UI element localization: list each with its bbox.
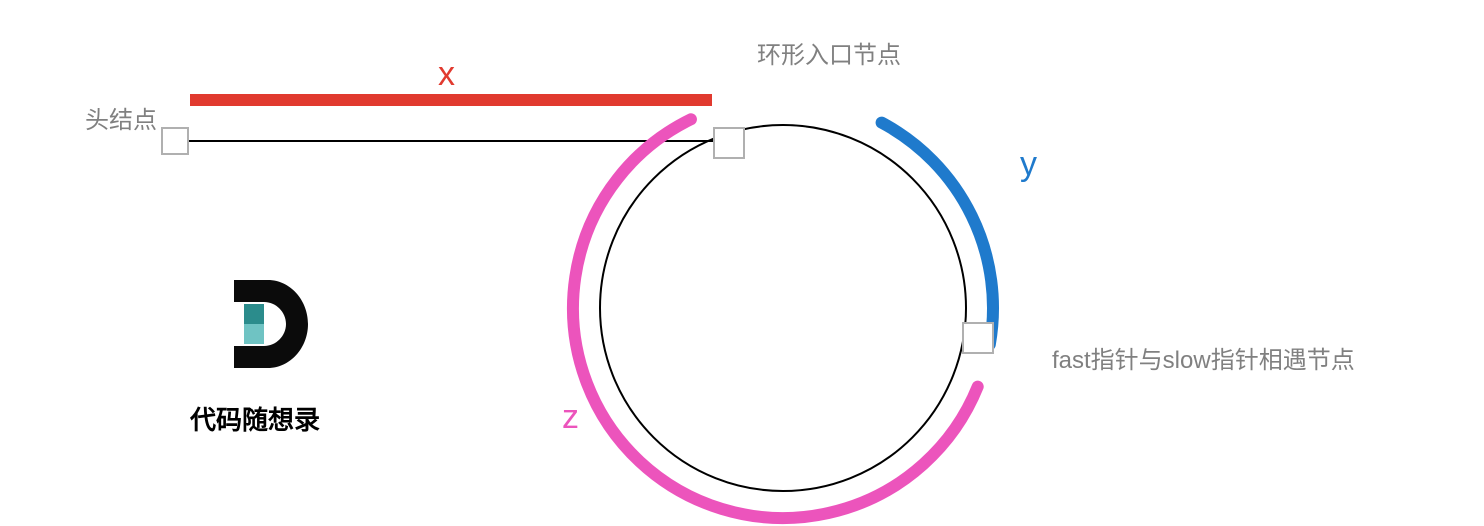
node-entry <box>714 128 744 158</box>
segment-y <box>882 123 993 345</box>
segment-z <box>573 119 978 518</box>
label-z-segment: z <box>562 398 579 437</box>
cycle-circle <box>600 125 966 491</box>
label-y-segment: y <box>1020 145 1037 184</box>
brand-text: 代码随想录 <box>190 400 320 437</box>
node-meet <box>963 323 993 353</box>
label-cycle-entry-node: 环形入口节点 <box>757 35 901 70</box>
node-head <box>162 128 188 154</box>
label-meet-node: fast指针与slow指针相遇节点 <box>1052 340 1355 375</box>
label-x-segment: x <box>438 55 455 94</box>
label-head-node: 头结点 <box>85 100 157 135</box>
linked-list-cycle-diagram <box>0 0 1484 526</box>
brand-logo-icon <box>220 280 308 368</box>
